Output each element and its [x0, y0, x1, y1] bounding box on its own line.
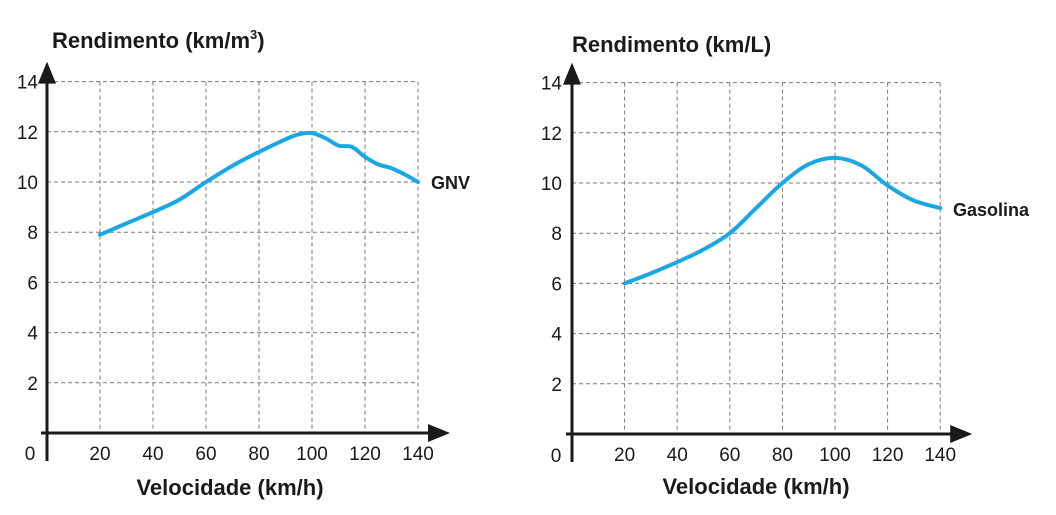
y-axis-title: Rendimento (km/L) [572, 32, 771, 57]
y-tick-label-4: 4 [551, 325, 562, 346]
origin-label: 0 [551, 446, 562, 467]
x-tick-label-140: 140 [924, 445, 956, 466]
y-tick-label-10: 10 [17, 173, 38, 194]
x-axis-title: Velocidade (km/h) [136, 475, 323, 500]
x-tick-label-100: 100 [819, 445, 851, 466]
y-axis-arrow [38, 61, 56, 84]
x-axis-title: Velocidade (km/h) [662, 474, 849, 499]
y-tick-label-2: 2 [551, 375, 562, 396]
y-axis-title: Rendimento (km/m3) [52, 27, 265, 53]
x-tick-label-60: 60 [719, 445, 740, 466]
x-tick-label-120: 120 [872, 445, 904, 466]
series-line-gnv [98, 130, 420, 237]
x-tick-label-20: 20 [89, 444, 110, 465]
y-tick-label-2: 2 [27, 374, 38, 395]
y-tick-label-12: 12 [541, 124, 562, 145]
y-tick-label-12: 12 [17, 123, 38, 144]
x-axis-arrow [428, 424, 450, 442]
y-tick-label-8: 8 [551, 224, 562, 245]
x-tick-label-60: 60 [195, 444, 216, 465]
x-axis-arrow [950, 425, 973, 443]
x-tick-label-40: 40 [142, 444, 163, 465]
x-tick-label-80: 80 [248, 444, 269, 465]
x-tick-label-100: 100 [296, 444, 328, 465]
origin-label: 0 [25, 444, 36, 465]
y-tick-label-4: 4 [27, 324, 38, 345]
y-tick-label-14: 14 [17, 73, 39, 94]
y-tick-label-10: 10 [541, 174, 562, 195]
x-tick-label-80: 80 [772, 445, 793, 466]
x-tick-label-120: 120 [349, 444, 381, 465]
series-line-gasolina [622, 155, 943, 286]
series-label-gnv: GNV [431, 173, 470, 193]
y-tick-label-6: 6 [27, 273, 38, 294]
x-tick-label-140: 140 [402, 444, 434, 465]
y-tick-label-6: 6 [551, 274, 562, 295]
y-tick-label-8: 8 [27, 223, 38, 244]
y-tick-label-14: 14 [541, 74, 563, 95]
series-label-gasolina: Gasolina [953, 200, 1030, 220]
x-tick-label-20: 20 [614, 445, 635, 466]
x-tick-label-40: 40 [667, 445, 688, 466]
y-axis-arrow [563, 62, 581, 85]
